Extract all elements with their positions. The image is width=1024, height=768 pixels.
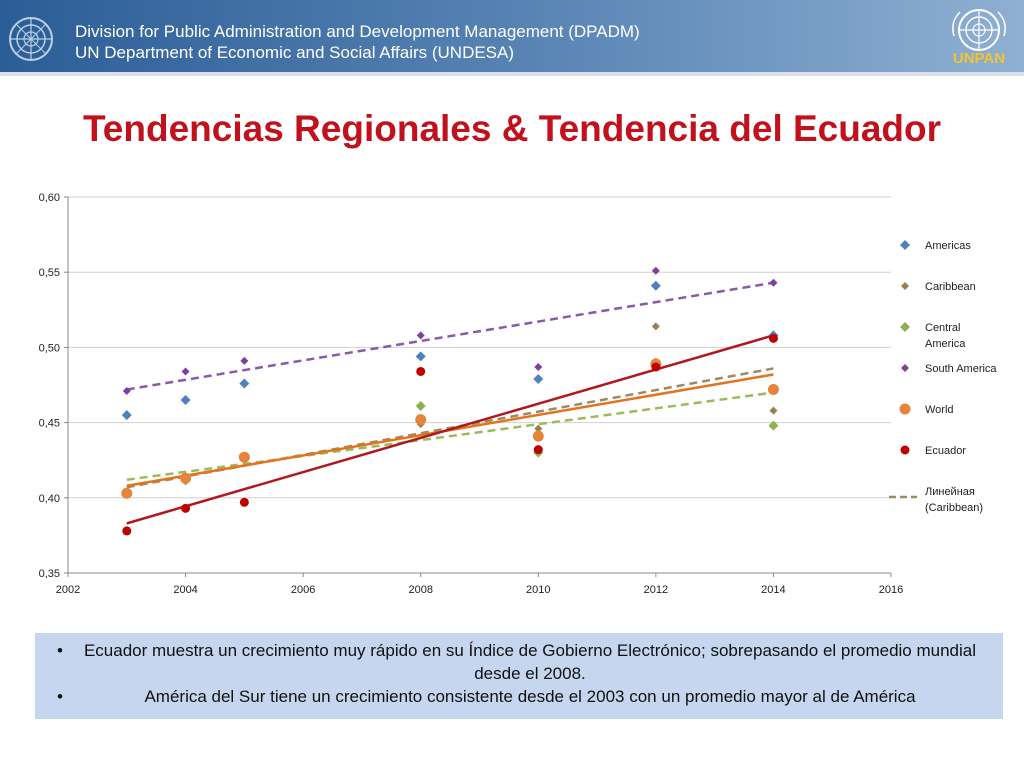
data-point-ecuador <box>533 445 543 455</box>
data-point-ecuador <box>239 497 249 507</box>
data-point-americas <box>533 373 544 384</box>
x-tick-label: 2002 <box>56 584 80 596</box>
data-point-south-america <box>181 367 190 376</box>
y-tick-label: 0,45 <box>39 418 60 430</box>
note-item: • América del Sur tiene un crecimiento c… <box>45 685 993 708</box>
notes-list: • Ecuador muestra un crecimiento muy ráp… <box>35 633 1003 708</box>
data-point-americas <box>121 410 132 421</box>
y-tick-label: 0,40 <box>39 493 60 505</box>
data-point-south-america <box>651 266 660 275</box>
data-point-south-america <box>240 356 249 365</box>
data-point-world <box>767 384 779 396</box>
data-point-caribbean <box>769 406 778 415</box>
data-point-world <box>532 430 544 442</box>
un-emblem-icon <box>9 17 53 61</box>
trendline-ecuador <box>126 334 774 525</box>
data-point-central-america <box>768 420 779 431</box>
x-tick-label: 2008 <box>408 584 432 596</box>
legend-marker <box>900 445 910 455</box>
data-point-south-america <box>769 278 778 287</box>
data-point-south-america <box>122 387 131 396</box>
legend-label: America <box>925 338 966 350</box>
note-text: América del Sur tiene un crecimiento con… <box>144 687 916 706</box>
note-text: Ecuador muestra un crecimiento muy rápid… <box>83 641 977 683</box>
data-point-world <box>121 487 133 499</box>
data-point-world <box>415 414 427 426</box>
data-point-world <box>180 472 192 484</box>
data-point-ecuador <box>181 503 191 513</box>
x-tick-label: 2004 <box>173 584 197 596</box>
un-emblem-icon <box>952 9 1006 51</box>
y-tick-label: 0,60 <box>39 192 60 204</box>
legend-marker <box>899 403 911 415</box>
header-line-1: Division for Public Administration and D… <box>75 22 640 41</box>
slide-title: Tendencias Regionales & Tendencia del Ec… <box>82 108 942 149</box>
legend-marker <box>900 322 910 332</box>
legend-label: Central <box>925 322 960 334</box>
x-tick-label: 2016 <box>879 584 903 596</box>
data-point-americas <box>415 351 426 362</box>
trendline-south-america <box>126 281 774 391</box>
x-tick-label: 2012 <box>644 584 668 596</box>
legend-label: Caribbean <box>925 281 976 293</box>
data-point-ecuador <box>651 362 661 372</box>
data-point-central-america <box>415 401 426 412</box>
legend-label: Ecuador <box>925 445 966 457</box>
y-tick-label: 0,55 <box>39 267 60 279</box>
bullet-icon: • <box>57 641 63 660</box>
unpan-logo-text: UNPAN <box>952 50 1006 67</box>
data-point-ecuador <box>768 333 778 343</box>
note-item: • Ecuador muestra un crecimiento muy ráp… <box>45 639 993 685</box>
legend-marker <box>901 364 909 372</box>
header-line-2: UN Department of Economic and Social Aff… <box>75 43 515 62</box>
notes-box: • Ecuador muestra un crecimiento muy ráp… <box>35 633 1003 719</box>
bullet-icon: • <box>57 687 63 706</box>
trendline-central-america <box>126 391 774 481</box>
legend-label: Линейная <box>925 486 975 498</box>
data-point-americas <box>650 280 661 291</box>
x-tick-label: 2006 <box>291 584 315 596</box>
data-point-south-america <box>416 331 425 340</box>
legend-marker <box>900 240 910 250</box>
data-point-americas <box>239 378 250 389</box>
data-point-americas <box>180 395 191 406</box>
header-divider <box>0 72 1024 76</box>
scatter-chart: 0,35 0,40 0,45 0,50 0,55 0,60 2002 2004 2006 2008… <box>39 192 998 596</box>
legend-label: Americas <box>925 240 971 252</box>
data-point-ecuador <box>416 366 426 376</box>
legend-label: South America <box>925 363 997 375</box>
y-tick-label: 0,35 <box>39 568 60 580</box>
data-point-caribbean <box>651 322 660 331</box>
x-tick-label: 2014 <box>761 584 785 596</box>
header-bar <box>0 0 1024 72</box>
legend-label: World <box>925 404 954 416</box>
data-point-world <box>238 451 250 463</box>
legend-label: (Caribbean) <box>925 502 983 514</box>
legend-marker <box>901 282 909 290</box>
data-point-caribbean <box>534 424 543 433</box>
data-point-south-america <box>534 362 543 371</box>
y-tick-label: 0,50 <box>39 342 60 354</box>
data-point-ecuador <box>122 526 132 536</box>
x-tick-label: 2010 <box>526 584 550 596</box>
